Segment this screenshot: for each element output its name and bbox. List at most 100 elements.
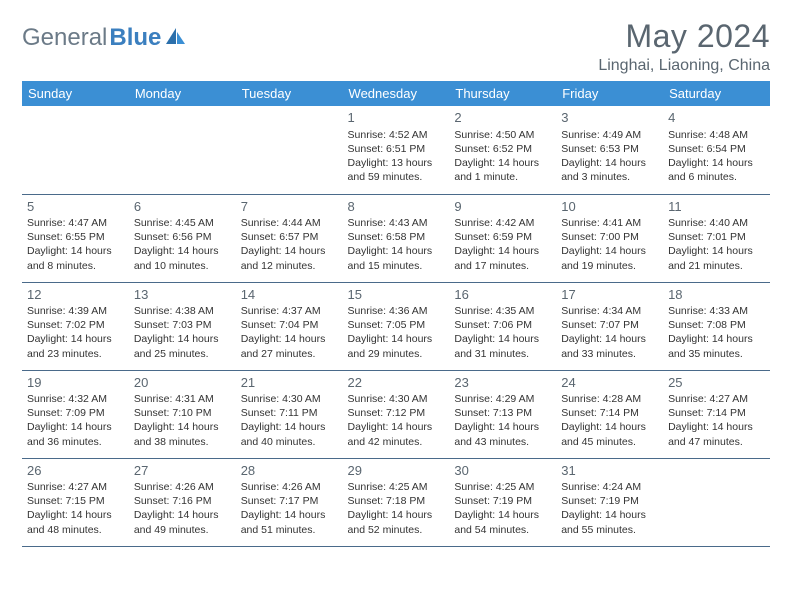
day-number: 20	[134, 374, 231, 392]
sunset-line: Sunset: 6:56 PM	[134, 230, 231, 244]
sunrise-line: Sunrise: 4:31 AM	[134, 392, 231, 406]
day-number: 16	[454, 286, 551, 304]
calendar-day-cell: 10Sunrise: 4:41 AMSunset: 7:00 PMDayligh…	[556, 194, 663, 282]
calendar-week-row: 5Sunrise: 4:47 AMSunset: 6:55 PMDaylight…	[22, 194, 770, 282]
weekday-header-row: SundayMondayTuesdayWednesdayThursdayFrid…	[22, 81, 770, 106]
daylight-line: Daylight: 14 hours and 49 minutes.	[134, 508, 231, 536]
calendar-day-cell: 15Sunrise: 4:36 AMSunset: 7:05 PMDayligh…	[343, 282, 450, 370]
sunrise-line: Sunrise: 4:24 AM	[561, 480, 658, 494]
day-number: 11	[668, 198, 765, 216]
calendar-day-cell: 1Sunrise: 4:52 AMSunset: 6:51 PMDaylight…	[343, 106, 450, 194]
daylight-line: Daylight: 14 hours and 1 minute.	[454, 156, 551, 184]
day-number: 12	[27, 286, 124, 304]
sunset-line: Sunset: 7:11 PM	[241, 406, 338, 420]
sunrise-line: Sunrise: 4:30 AM	[348, 392, 445, 406]
sunrise-line: Sunrise: 4:50 AM	[454, 128, 551, 142]
sunrise-line: Sunrise: 4:52 AM	[348, 128, 445, 142]
weekday-header: Tuesday	[236, 81, 343, 106]
sunrise-line: Sunrise: 4:47 AM	[27, 216, 124, 230]
calendar-day-cell	[129, 106, 236, 194]
day-number: 21	[241, 374, 338, 392]
sunrise-line: Sunrise: 4:48 AM	[668, 128, 765, 142]
day-number: 22	[348, 374, 445, 392]
calendar-day-cell	[22, 106, 129, 194]
page-title: May 2024	[598, 18, 770, 55]
calendar-day-cell: 23Sunrise: 4:29 AMSunset: 7:13 PMDayligh…	[449, 370, 556, 458]
calendar-day-cell: 4Sunrise: 4:48 AMSunset: 6:54 PMDaylight…	[663, 106, 770, 194]
calendar-day-cell: 7Sunrise: 4:44 AMSunset: 6:57 PMDaylight…	[236, 194, 343, 282]
sunrise-line: Sunrise: 4:27 AM	[668, 392, 765, 406]
weekday-header: Monday	[129, 81, 236, 106]
day-number: 19	[27, 374, 124, 392]
sunset-line: Sunset: 6:57 PM	[241, 230, 338, 244]
sunrise-line: Sunrise: 4:26 AM	[134, 480, 231, 494]
daylight-line: Daylight: 14 hours and 29 minutes.	[348, 332, 445, 360]
sunrise-line: Sunrise: 4:26 AM	[241, 480, 338, 494]
day-number: 28	[241, 462, 338, 480]
calendar-day-cell: 31Sunrise: 4:24 AMSunset: 7:19 PMDayligh…	[556, 458, 663, 546]
sunrise-line: Sunrise: 4:25 AM	[348, 480, 445, 494]
sunset-line: Sunset: 7:06 PM	[454, 318, 551, 332]
weekday-header: Sunday	[22, 81, 129, 106]
sunrise-line: Sunrise: 4:49 AM	[561, 128, 658, 142]
daylight-line: Daylight: 14 hours and 54 minutes.	[454, 508, 551, 536]
daylight-line: Daylight: 14 hours and 12 minutes.	[241, 244, 338, 272]
sunrise-line: Sunrise: 4:42 AM	[454, 216, 551, 230]
sunset-line: Sunset: 6:52 PM	[454, 142, 551, 156]
logo: General Blue	[22, 18, 187, 52]
day-number: 14	[241, 286, 338, 304]
sunset-line: Sunset: 6:54 PM	[668, 142, 765, 156]
sunset-line: Sunset: 7:02 PM	[27, 318, 124, 332]
calendar-day-cell: 30Sunrise: 4:25 AMSunset: 7:19 PMDayligh…	[449, 458, 556, 546]
day-number: 5	[27, 198, 124, 216]
sunrise-line: Sunrise: 4:39 AM	[27, 304, 124, 318]
day-number: 24	[561, 374, 658, 392]
sunrise-line: Sunrise: 4:34 AM	[561, 304, 658, 318]
sail-icon	[165, 26, 187, 51]
sunrise-line: Sunrise: 4:35 AM	[454, 304, 551, 318]
day-number: 18	[668, 286, 765, 304]
sunset-line: Sunset: 7:03 PM	[134, 318, 231, 332]
day-number: 6	[134, 198, 231, 216]
sunrise-line: Sunrise: 4:40 AM	[668, 216, 765, 230]
sunset-line: Sunset: 7:18 PM	[348, 494, 445, 508]
weekday-header: Thursday	[449, 81, 556, 106]
daylight-line: Daylight: 14 hours and 48 minutes.	[27, 508, 124, 536]
day-number: 25	[668, 374, 765, 392]
day-number: 27	[134, 462, 231, 480]
daylight-line: Daylight: 14 hours and 8 minutes.	[27, 244, 124, 272]
sunset-line: Sunset: 6:51 PM	[348, 142, 445, 156]
day-number: 26	[27, 462, 124, 480]
daylight-line: Daylight: 14 hours and 3 minutes.	[561, 156, 658, 184]
day-number: 23	[454, 374, 551, 392]
calendar-day-cell: 2Sunrise: 4:50 AMSunset: 6:52 PMDaylight…	[449, 106, 556, 194]
day-number: 9	[454, 198, 551, 216]
day-number: 4	[668, 109, 765, 127]
sunset-line: Sunset: 7:07 PM	[561, 318, 658, 332]
weekday-header: Friday	[556, 81, 663, 106]
sunrise-line: Sunrise: 4:36 AM	[348, 304, 445, 318]
sunrise-line: Sunrise: 4:43 AM	[348, 216, 445, 230]
daylight-line: Daylight: 14 hours and 38 minutes.	[134, 420, 231, 448]
daylight-line: Daylight: 14 hours and 10 minutes.	[134, 244, 231, 272]
day-number: 13	[134, 286, 231, 304]
calendar-day-cell	[236, 106, 343, 194]
daylight-line: Daylight: 14 hours and 35 minutes.	[668, 332, 765, 360]
daylight-line: Daylight: 14 hours and 36 minutes.	[27, 420, 124, 448]
daylight-line: Daylight: 14 hours and 17 minutes.	[454, 244, 551, 272]
sunrise-line: Sunrise: 4:45 AM	[134, 216, 231, 230]
sunset-line: Sunset: 7:00 PM	[561, 230, 658, 244]
sunrise-line: Sunrise: 4:32 AM	[27, 392, 124, 406]
sunset-line: Sunset: 7:14 PM	[668, 406, 765, 420]
sunset-line: Sunset: 7:08 PM	[668, 318, 765, 332]
sunrise-line: Sunrise: 4:25 AM	[454, 480, 551, 494]
calendar-day-cell	[663, 458, 770, 546]
title-block: May 2024 Linghai, Liaoning, China	[598, 18, 770, 75]
daylight-line: Daylight: 14 hours and 19 minutes.	[561, 244, 658, 272]
daylight-line: Daylight: 13 hours and 59 minutes.	[348, 156, 445, 184]
header: General Blue May 2024 Linghai, Liaoning,…	[22, 18, 770, 75]
daylight-line: Daylight: 14 hours and 43 minutes.	[454, 420, 551, 448]
daylight-line: Daylight: 14 hours and 23 minutes.	[27, 332, 124, 360]
sunset-line: Sunset: 7:19 PM	[561, 494, 658, 508]
calendar-day-cell: 8Sunrise: 4:43 AMSunset: 6:58 PMDaylight…	[343, 194, 450, 282]
